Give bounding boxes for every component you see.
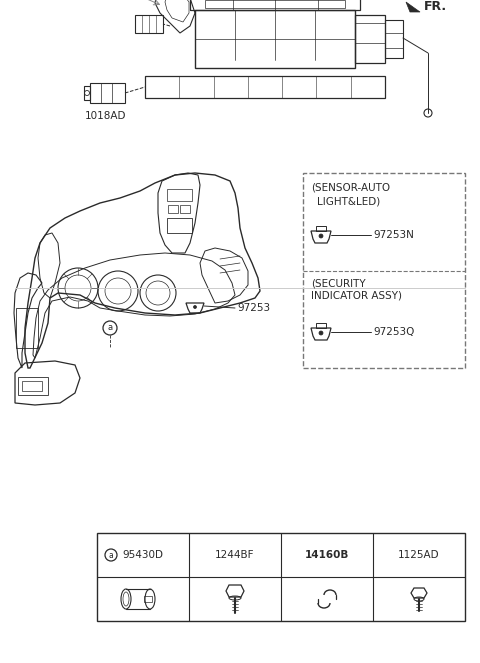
- Text: 1125AD: 1125AD: [398, 550, 440, 560]
- Text: 1018AD: 1018AD: [85, 111, 127, 121]
- Bar: [144, 596, 152, 602]
- Bar: [97, 533, 465, 621]
- Bar: [16, 308, 38, 348]
- Bar: [180, 205, 190, 213]
- Bar: [167, 189, 192, 201]
- Text: (SECURITY: (SECURITY: [311, 279, 366, 289]
- Bar: [22, 381, 42, 391]
- Bar: [90, 83, 125, 103]
- Circle shape: [319, 234, 323, 238]
- Bar: [145, 76, 385, 98]
- Bar: [168, 205, 178, 213]
- Text: (SENSOR-AUTO: (SENSOR-AUTO: [311, 183, 390, 193]
- Bar: [135, 15, 163, 33]
- Text: 97253N: 97253N: [373, 230, 414, 240]
- Circle shape: [193, 306, 196, 308]
- Bar: [385, 20, 403, 58]
- Bar: [303, 173, 465, 368]
- Bar: [205, 0, 345, 8]
- Text: 1244BF: 1244BF: [215, 550, 255, 560]
- Bar: [316, 226, 326, 231]
- Text: FR.: FR.: [424, 0, 447, 13]
- Text: 14160B: 14160B: [305, 550, 349, 560]
- Text: a: a: [108, 324, 113, 333]
- Bar: [316, 323, 326, 328]
- Text: 95430D: 95430D: [122, 550, 164, 560]
- Bar: [18, 377, 48, 395]
- Circle shape: [319, 331, 323, 335]
- Text: INDICATOR ASSY): INDICATOR ASSY): [311, 291, 402, 301]
- Bar: [167, 218, 192, 233]
- Bar: [190, 0, 360, 10]
- Text: LIGHT&LED): LIGHT&LED): [317, 196, 380, 206]
- Text: 97253: 97253: [237, 303, 270, 313]
- Text: 97253Q: 97253Q: [373, 327, 414, 337]
- Bar: [195, 10, 355, 68]
- Bar: [355, 15, 385, 63]
- Text: a: a: [108, 550, 113, 560]
- Polygon shape: [406, 2, 420, 12]
